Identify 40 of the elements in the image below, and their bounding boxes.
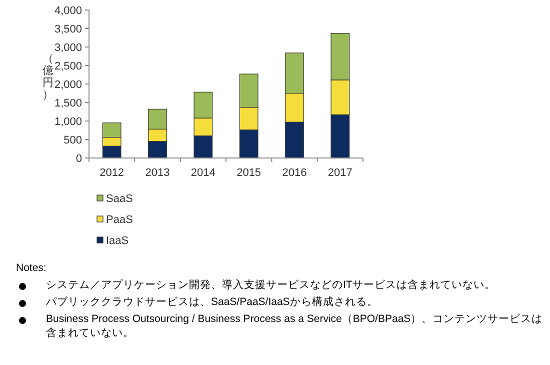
bar [285, 92, 304, 122]
legend-label: SaaS [106, 193, 133, 205]
bar [102, 122, 122, 138]
y-tick-label: 2,500 [54, 60, 82, 72]
y-tick-label: 4,000 [54, 5, 82, 17]
y-tick-label: 3,500 [54, 24, 82, 36]
y-tick-label: 500 [64, 134, 82, 146]
bar [239, 74, 258, 108]
y-axis-title: （億円） [42, 53, 54, 101]
y-tick-label: 0 [76, 153, 82, 165]
y-tick-label: 2,000 [54, 79, 82, 91]
x-tick-label: 2013 [145, 167, 170, 179]
text: システム／アプリケーション開発、導入支援サービスなどのITサービスは含まれていない。 [45, 279, 496, 292]
x-tick-label: 2015 [236, 167, 262, 179]
y-tick-label: 1,500 [54, 98, 82, 110]
x-tick-label: 2017 [328, 167, 352, 179]
y-tick-label: 3,000 [54, 42, 82, 54]
legend-label: PaaS [106, 214, 133, 226]
bar [330, 33, 350, 80]
legend-label: IaaS [106, 235, 129, 247]
text: パブリッククラウドサービスは、SaaS/PaaS/IaaSから構成される。 [45, 296, 379, 310]
bar [148, 128, 167, 142]
bar [285, 122, 304, 158]
bar [239, 107, 258, 130]
bar [194, 136, 213, 158]
text: Business Process Outsourcing / Business Process as a Service（BPO/BPaaS）、コンテンツサービスは含まれていない。 [45, 313, 544, 340]
x-tick-label: 2016 [282, 167, 307, 179]
bar [285, 52, 304, 94]
bar [330, 80, 350, 116]
bar [194, 118, 213, 136]
x-tick-label: 2012 [100, 167, 124, 179]
y-tick-label: 1,000 [54, 116, 82, 128]
text: Notes: [16, 262, 48, 276]
bar [239, 130, 258, 158]
bar [148, 141, 167, 158]
bar [330, 114, 350, 158]
bar [102, 136, 122, 146]
bar [194, 92, 213, 118]
bar [148, 108, 167, 130]
x-tick-label: 2014 [190, 167, 216, 179]
